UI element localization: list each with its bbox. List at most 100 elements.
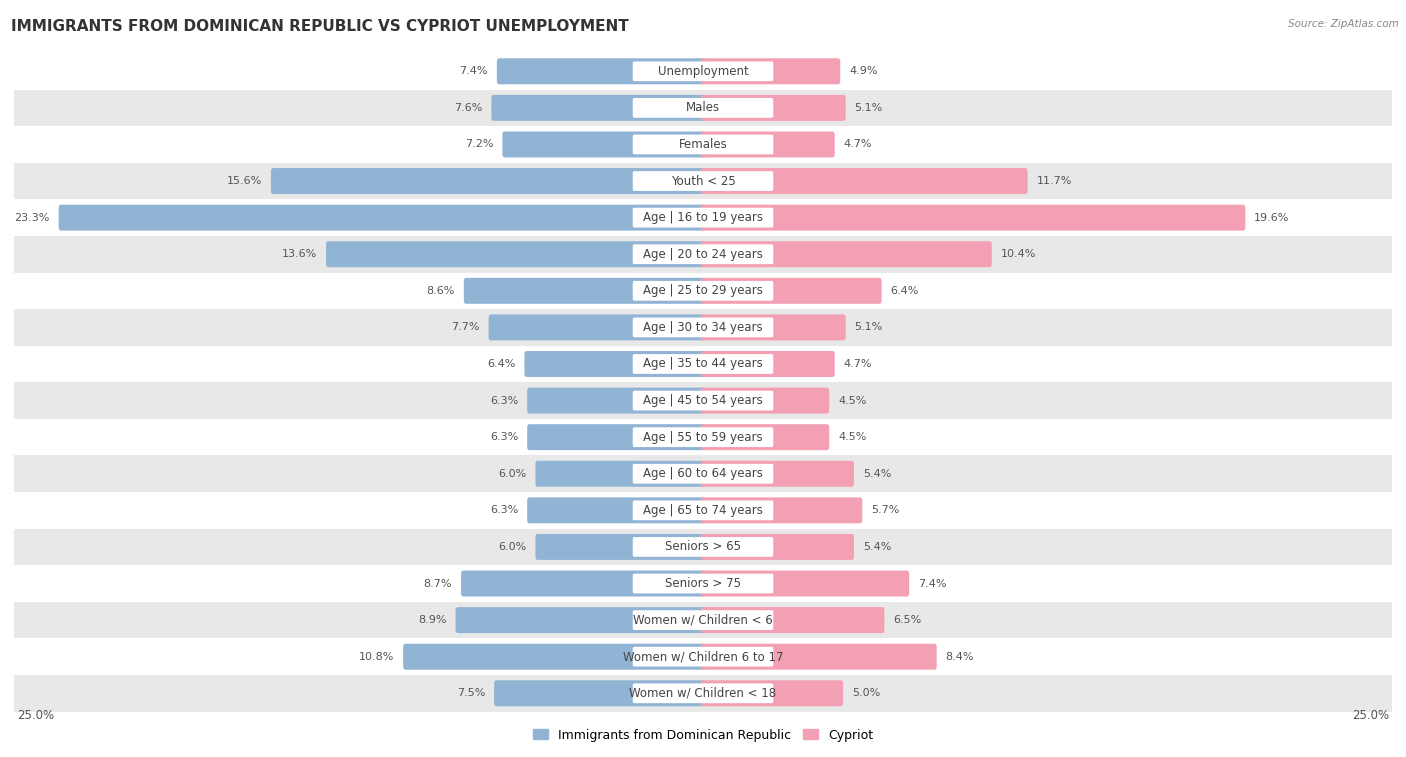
Text: 5.1%: 5.1%	[855, 103, 883, 113]
FancyBboxPatch shape	[633, 135, 773, 154]
Text: 6.4%: 6.4%	[488, 359, 516, 369]
Text: 5.4%: 5.4%	[863, 542, 891, 552]
Text: Males: Males	[686, 101, 720, 114]
Text: 19.6%: 19.6%	[1254, 213, 1289, 223]
FancyBboxPatch shape	[633, 98, 773, 118]
Text: Age | 16 to 19 years: Age | 16 to 19 years	[643, 211, 763, 224]
FancyBboxPatch shape	[14, 382, 1392, 419]
FancyBboxPatch shape	[700, 132, 835, 157]
Text: 5.1%: 5.1%	[855, 322, 883, 332]
Text: 6.3%: 6.3%	[491, 396, 519, 406]
FancyBboxPatch shape	[527, 388, 706, 413]
Text: 5.7%: 5.7%	[872, 506, 900, 516]
FancyBboxPatch shape	[14, 419, 1392, 456]
Text: Unemployment: Unemployment	[658, 65, 748, 78]
FancyBboxPatch shape	[14, 199, 1392, 236]
FancyBboxPatch shape	[700, 58, 841, 84]
FancyBboxPatch shape	[633, 207, 773, 228]
Text: 7.7%: 7.7%	[451, 322, 479, 332]
FancyBboxPatch shape	[700, 314, 846, 341]
FancyBboxPatch shape	[527, 424, 706, 450]
Legend: Immigrants from Dominican Republic, Cypriot: Immigrants from Dominican Republic, Cypr…	[533, 728, 873, 742]
FancyBboxPatch shape	[536, 534, 706, 560]
Text: Age | 20 to 24 years: Age | 20 to 24 years	[643, 248, 763, 260]
Text: IMMIGRANTS FROM DOMINICAN REPUBLIC VS CYPRIOT UNEMPLOYMENT: IMMIGRANTS FROM DOMINICAN REPUBLIC VS CY…	[11, 19, 628, 34]
FancyBboxPatch shape	[14, 163, 1392, 199]
FancyBboxPatch shape	[14, 565, 1392, 602]
FancyBboxPatch shape	[633, 500, 773, 520]
FancyBboxPatch shape	[14, 53, 1392, 89]
Text: 8.9%: 8.9%	[418, 615, 447, 625]
Text: 6.0%: 6.0%	[498, 469, 527, 478]
Text: 4.7%: 4.7%	[844, 139, 872, 149]
Text: 6.5%: 6.5%	[893, 615, 921, 625]
Text: 6.0%: 6.0%	[498, 542, 527, 552]
FancyBboxPatch shape	[14, 309, 1392, 346]
FancyBboxPatch shape	[271, 168, 706, 194]
FancyBboxPatch shape	[633, 245, 773, 264]
FancyBboxPatch shape	[700, 351, 835, 377]
FancyBboxPatch shape	[633, 317, 773, 338]
FancyBboxPatch shape	[633, 171, 773, 191]
Text: 10.4%: 10.4%	[1001, 249, 1036, 259]
FancyBboxPatch shape	[536, 461, 706, 487]
FancyBboxPatch shape	[700, 388, 830, 413]
FancyBboxPatch shape	[491, 95, 706, 121]
FancyBboxPatch shape	[456, 607, 706, 633]
Text: Age | 60 to 64 years: Age | 60 to 64 years	[643, 467, 763, 480]
FancyBboxPatch shape	[633, 427, 773, 447]
Text: 7.2%: 7.2%	[465, 139, 494, 149]
FancyBboxPatch shape	[489, 314, 706, 341]
FancyBboxPatch shape	[633, 610, 773, 630]
Text: Age | 65 to 74 years: Age | 65 to 74 years	[643, 504, 763, 517]
FancyBboxPatch shape	[527, 497, 706, 523]
FancyBboxPatch shape	[461, 571, 706, 597]
Text: 6.3%: 6.3%	[491, 432, 519, 442]
FancyBboxPatch shape	[700, 241, 991, 267]
FancyBboxPatch shape	[59, 204, 706, 231]
FancyBboxPatch shape	[700, 204, 1246, 231]
FancyBboxPatch shape	[633, 684, 773, 703]
FancyBboxPatch shape	[14, 528, 1392, 565]
Text: Women w/ Children < 6: Women w/ Children < 6	[633, 614, 773, 627]
Text: 5.0%: 5.0%	[852, 688, 880, 698]
Text: Age | 45 to 54 years: Age | 45 to 54 years	[643, 394, 763, 407]
Text: Seniors > 75: Seniors > 75	[665, 577, 741, 590]
FancyBboxPatch shape	[700, 681, 844, 706]
FancyBboxPatch shape	[700, 278, 882, 304]
FancyBboxPatch shape	[14, 126, 1392, 163]
Text: Women w/ Children 6 to 17: Women w/ Children 6 to 17	[623, 650, 783, 663]
Text: Youth < 25: Youth < 25	[671, 175, 735, 188]
FancyBboxPatch shape	[14, 346, 1392, 382]
Text: Females: Females	[679, 138, 727, 151]
FancyBboxPatch shape	[496, 58, 706, 84]
FancyBboxPatch shape	[14, 638, 1392, 675]
Text: 7.4%: 7.4%	[460, 67, 488, 76]
FancyBboxPatch shape	[700, 571, 910, 597]
Text: 7.6%: 7.6%	[454, 103, 482, 113]
FancyBboxPatch shape	[14, 492, 1392, 528]
FancyBboxPatch shape	[14, 675, 1392, 712]
Text: 6.4%: 6.4%	[890, 286, 918, 296]
Text: 7.4%: 7.4%	[918, 578, 946, 588]
FancyBboxPatch shape	[14, 89, 1392, 126]
Text: 4.5%: 4.5%	[838, 432, 866, 442]
FancyBboxPatch shape	[14, 602, 1392, 638]
FancyBboxPatch shape	[700, 424, 830, 450]
FancyBboxPatch shape	[700, 534, 853, 560]
Text: 15.6%: 15.6%	[226, 176, 262, 186]
FancyBboxPatch shape	[633, 574, 773, 593]
FancyBboxPatch shape	[633, 537, 773, 557]
FancyBboxPatch shape	[494, 681, 706, 706]
Text: 4.5%: 4.5%	[838, 396, 866, 406]
Text: Age | 30 to 34 years: Age | 30 to 34 years	[643, 321, 763, 334]
Text: 25.0%: 25.0%	[1353, 709, 1389, 722]
FancyBboxPatch shape	[464, 278, 706, 304]
FancyBboxPatch shape	[700, 497, 862, 523]
Text: 6.3%: 6.3%	[491, 506, 519, 516]
FancyBboxPatch shape	[14, 456, 1392, 492]
FancyBboxPatch shape	[700, 643, 936, 670]
Text: Age | 55 to 59 years: Age | 55 to 59 years	[643, 431, 763, 444]
FancyBboxPatch shape	[404, 643, 706, 670]
Text: 23.3%: 23.3%	[14, 213, 49, 223]
